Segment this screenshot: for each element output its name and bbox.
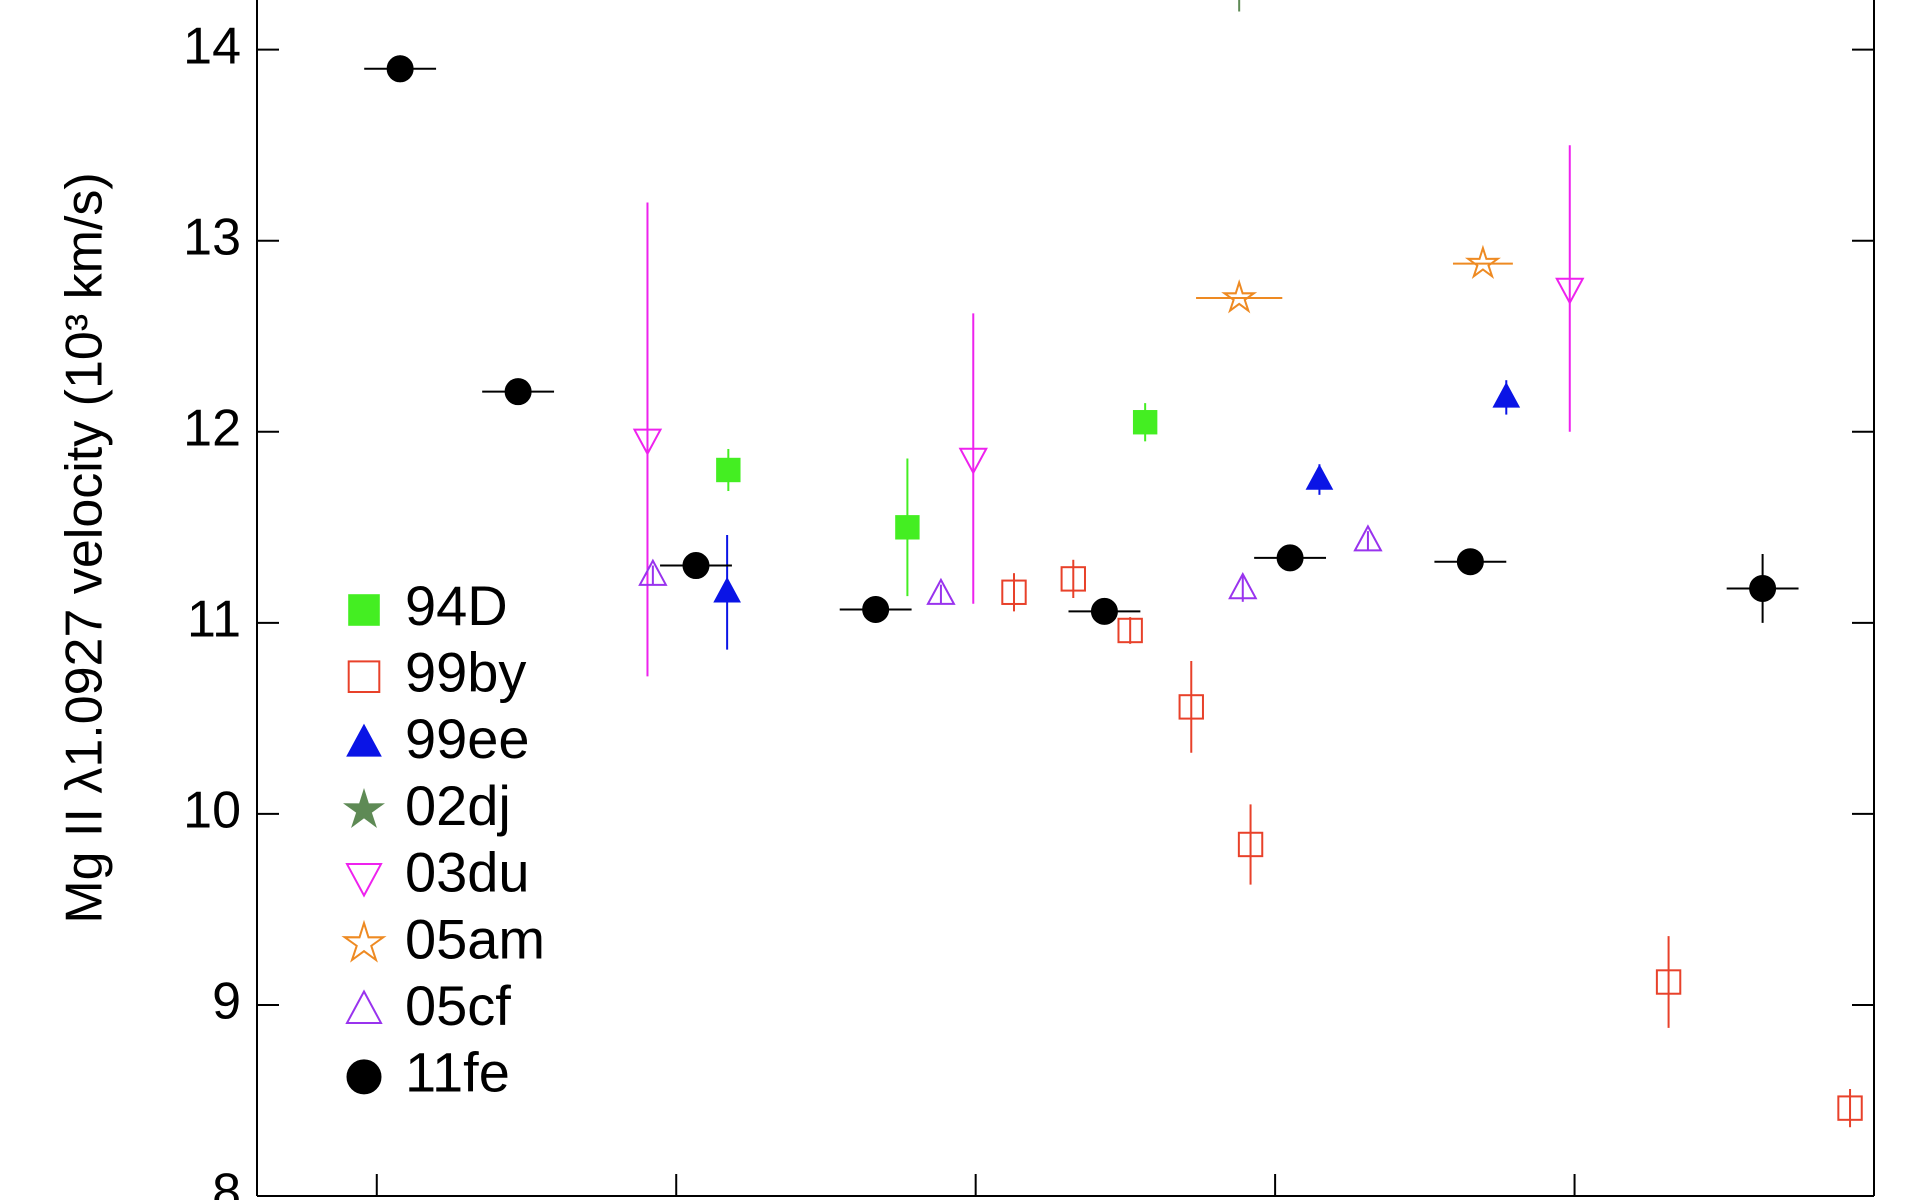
y-tick-label: 14 (183, 17, 241, 75)
marker (1456, 548, 1484, 576)
y-tick-label: 8 (212, 1164, 241, 1200)
marker (1090, 597, 1118, 625)
legend-marker (346, 1059, 382, 1095)
marker (1132, 410, 1158, 435)
marker (1555, 277, 1585, 305)
marker (1837, 1095, 1863, 1121)
legend-label: 99by (405, 640, 526, 703)
marker (1492, 382, 1521, 408)
marker (713, 576, 741, 603)
marker (1228, 572, 1258, 600)
plot-area (364, 0, 1863, 1128)
legend-marker (345, 863, 383, 898)
marker (632, 428, 663, 456)
marker (862, 595, 890, 623)
legend-label: 03du (405, 841, 530, 904)
marker (1276, 544, 1304, 572)
legend-label: 99ee (405, 707, 530, 770)
marker (895, 515, 920, 540)
y-axis-label: Mg II λ1.0927 velocity (10³ km/s) (56, 172, 114, 923)
marker (1353, 524, 1383, 552)
legend-marker (348, 594, 380, 626)
legend-label: 02dj (405, 774, 511, 837)
marker (716, 457, 741, 483)
legend-label: 11fe (405, 1041, 510, 1104)
y-tick-label: 9 (212, 973, 241, 1031)
marker (638, 558, 668, 586)
y-tick-label: 10 (183, 782, 241, 840)
legend-label: 94D (405, 574, 508, 637)
legend-marker (347, 660, 381, 694)
legend-label: 05am (405, 907, 545, 970)
marker (1749, 574, 1777, 602)
marker (958, 447, 988, 475)
y-tick-label: 13 (183, 208, 241, 266)
legend-marker (345, 989, 383, 1024)
marker (1655, 969, 1682, 995)
marker (682, 552, 710, 580)
marker (926, 577, 956, 605)
marker (386, 55, 414, 83)
marker (1001, 579, 1027, 605)
marker (1305, 464, 1334, 490)
marker (1464, 244, 1501, 279)
legend-marker (346, 723, 382, 757)
marker (1060, 566, 1086, 592)
marker (1117, 617, 1143, 644)
marker (1237, 831, 1264, 858)
marker (1178, 694, 1204, 720)
legend-marker (341, 919, 387, 963)
legend-marker (343, 788, 385, 828)
marker (1221, 279, 1258, 314)
y-tick-label: 12 (183, 400, 241, 458)
y-tick-label: 11 (187, 591, 241, 649)
marker (504, 378, 532, 406)
legend-label: 05cf (405, 974, 511, 1037)
